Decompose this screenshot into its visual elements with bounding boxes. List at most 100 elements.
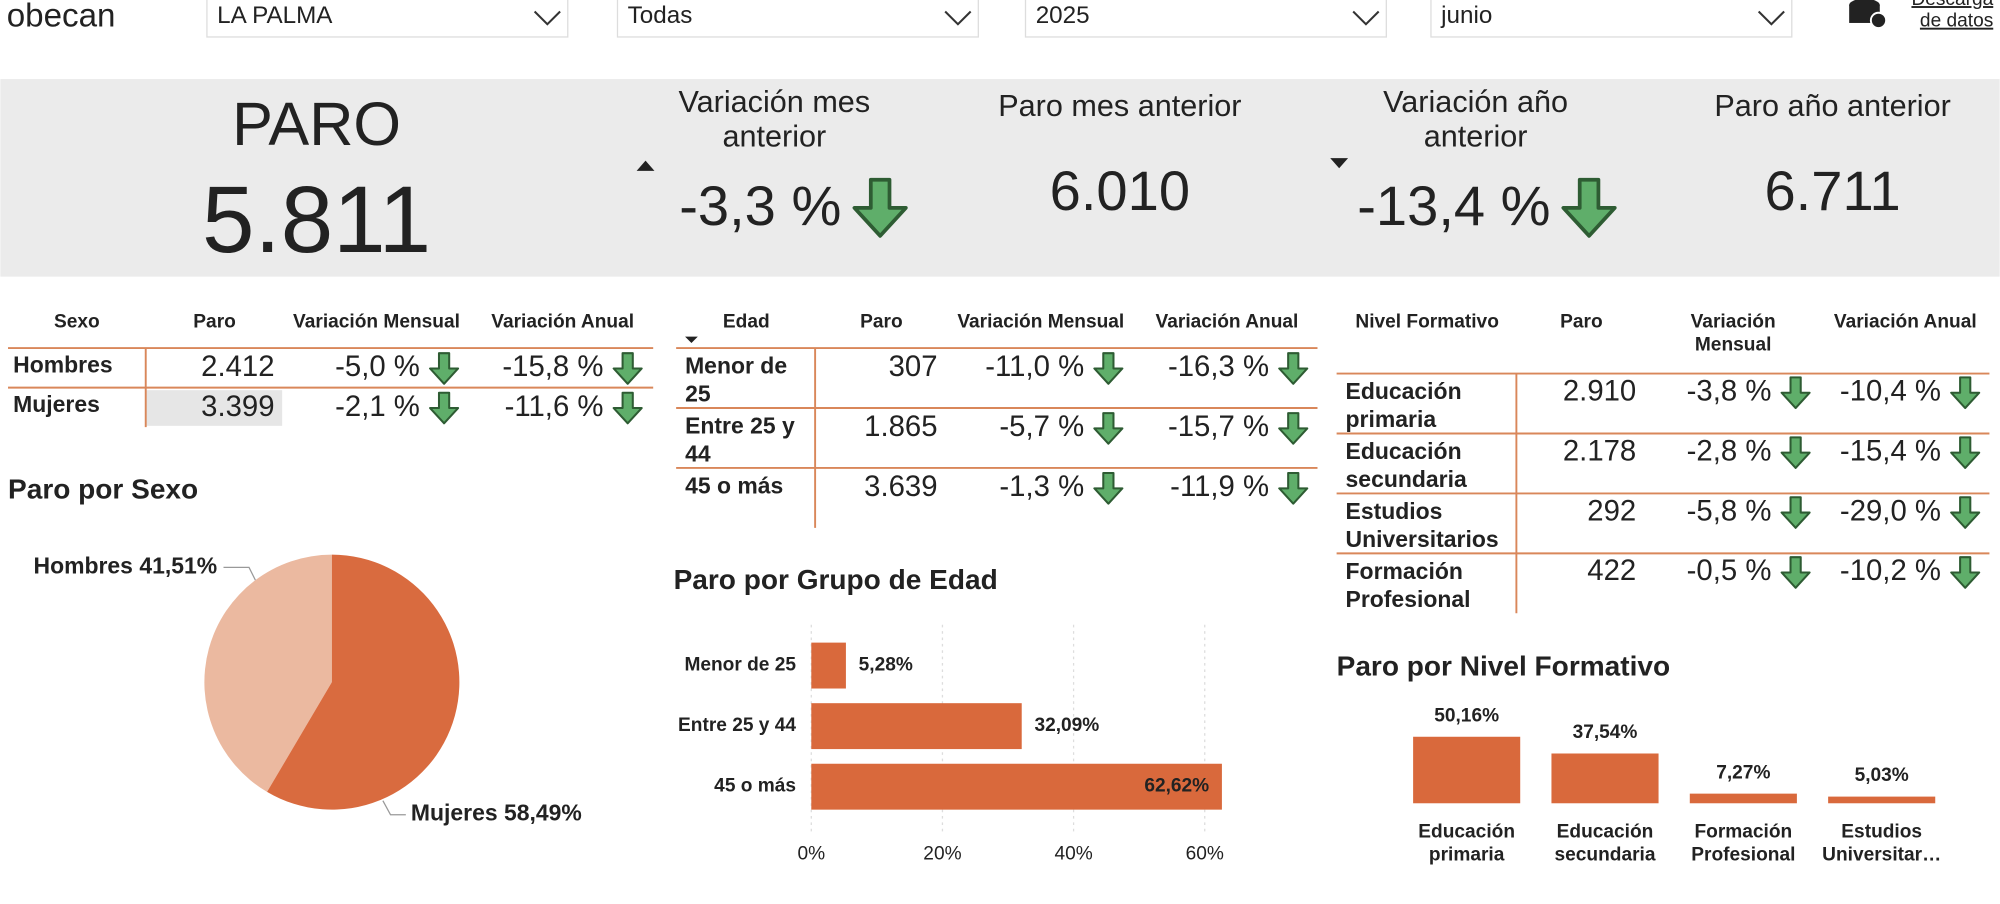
pie-slice (204, 554, 332, 792)
table-header: Variación Anual (1833, 311, 1977, 333)
down-arrow (1780, 556, 1811, 589)
dropdown-value: 2025 (1036, 2, 1090, 29)
row-label-box: Estudios Universitarios (1346, 499, 1499, 553)
down-arrow (1950, 436, 1981, 469)
table-header-box: Variación Anual (491, 311, 634, 333)
kpi-value: 5.811 (202, 167, 431, 272)
x-tick-label: Estudios Universitar… (1822, 821, 1942, 866)
down-arrow (1950, 376, 1981, 410)
y-tick-label: 45 o más (714, 776, 796, 797)
cell-value: -11,6 % (505, 390, 604, 423)
down-arrow (1950, 556, 1981, 589)
row-label: Hombres (13, 351, 113, 378)
leader-line (382, 800, 406, 816)
cell-value: -15,8 % (502, 350, 603, 383)
table-header-box: Variación Anual (1156, 311, 1299, 333)
down-arrow (1780, 376, 1811, 410)
chevron (1757, 10, 1785, 26)
pie-label: Hombres 41,51% (34, 552, 218, 578)
download-link[interactable]: de datos (1920, 11, 1993, 32)
kpi-band (0, 79, 2000, 277)
kpi-label-box: Paro año anterior (1714, 89, 1951, 124)
cell-value: 3.399 (201, 390, 274, 423)
dropdown[interactable] (616, 0, 979, 38)
dropdown[interactable] (1430, 0, 1793, 38)
cell-value: -10,4 % (1840, 374, 1941, 407)
row-label: 45 o más (685, 473, 784, 499)
cell-value: -15,7 % (1168, 410, 1269, 443)
value-label: 37,54% (1573, 722, 1638, 743)
category: Hombres (34, 552, 133, 578)
table-header: Sexo (54, 311, 100, 333)
value-label: 41,51% (139, 552, 217, 578)
x-tick-label: Educación secundaria (1554, 821, 1656, 866)
cell-value: 2.412 (201, 350, 274, 383)
table-header: Paro (860, 311, 903, 333)
cell-value: -10,2 % (1840, 554, 1941, 587)
row-label-box: Educación primaria (1346, 379, 1462, 433)
bar (811, 703, 1022, 750)
dropdown-value: LA PALMA (217, 2, 333, 29)
cell-value: 1.865 (864, 410, 937, 443)
dropdown[interactable] (206, 0, 569, 38)
cell-value: -15,4 % (1840, 434, 1941, 467)
down-arrow (1278, 472, 1309, 505)
chevron (1352, 10, 1380, 26)
table-header-box: Nivel Formativo (1355, 311, 1498, 333)
y-tick-label: Entre 25 y 44 (678, 715, 796, 736)
down-arrow (612, 391, 643, 425)
cell-value: -11,0 % (985, 350, 1084, 383)
value-label: 32,09% (1034, 715, 1099, 736)
value-label: 5,03% (1855, 765, 1909, 786)
kpi-value: 6.010 (1050, 159, 1190, 222)
kpi-value: 6.711 (1764, 159, 1900, 222)
cell-value: 292 (1587, 494, 1636, 527)
table-header-box: Variación Mensual (957, 311, 1124, 333)
cell-value: 307 (889, 350, 938, 383)
cell-value: 2.910 (1563, 374, 1636, 407)
cell-value: -5,8 % (1687, 494, 1772, 527)
row-label: Formación Profesional (1345, 558, 1471, 613)
cell-value: 2.178 (1563, 434, 1636, 467)
x-tick-label: Educación primaria (1418, 821, 1516, 866)
table-header-box: Variación Mensual (1690, 311, 1776, 356)
cell-value: -16,3 % (1168, 350, 1269, 383)
x-tick-label-box: Estudios Universitar… (1822, 821, 1942, 866)
row-label: Educación secundaria (1345, 438, 1467, 493)
sort-icon (636, 160, 655, 171)
row-label: Mujeres (13, 391, 100, 417)
x-tick-label: 40% (1054, 843, 1092, 864)
dropdown[interactable] (1024, 0, 1387, 38)
cell-value: -29,0 % (1840, 494, 1941, 527)
table-header-box: Sexo (54, 311, 100, 333)
bar (1828, 796, 1936, 804)
leader-line (223, 566, 256, 581)
pie-slice (267, 554, 460, 810)
cell-value: -3,8 % (1687, 374, 1772, 407)
row-label-box: Educación secundaria (1345, 438, 1467, 493)
chart-title: Paro por Sexo (8, 473, 198, 504)
row-label-box: Menor de 25 (685, 353, 787, 407)
table-header: Variación Mensual (1690, 311, 1776, 356)
x-tick-label: 20% (923, 843, 961, 864)
db-icon[interactable] (1849, 0, 1888, 30)
table-header-box: Paro (860, 311, 903, 333)
table-header-box: Edad (722, 311, 770, 333)
down-arrow (1780, 496, 1811, 529)
value-label: 5,28% (859, 655, 913, 676)
table-header: Paro (1560, 311, 1603, 333)
row-label-box: Mujeres (13, 391, 100, 417)
y-tick-label: Menor de 25 (684, 655, 796, 676)
table-header: Edad (722, 311, 770, 333)
down-arrow (1950, 496, 1981, 529)
table-header-box: Variación Anual (1833, 311, 1977, 333)
value-label: 62,62% (1144, 776, 1209, 797)
dropdown-value: Todas (628, 2, 693, 29)
cell-value: 3.639 (864, 470, 937, 503)
down-arrow (1780, 436, 1811, 469)
kpi-label: Paro año anterior (1714, 89, 1951, 124)
x-tick-label-box: Educación primaria (1418, 821, 1516, 866)
x-tick-label-box: Formación Profesional (1691, 821, 1795, 866)
download-link[interactable]: Descarga (1911, 0, 1993, 10)
